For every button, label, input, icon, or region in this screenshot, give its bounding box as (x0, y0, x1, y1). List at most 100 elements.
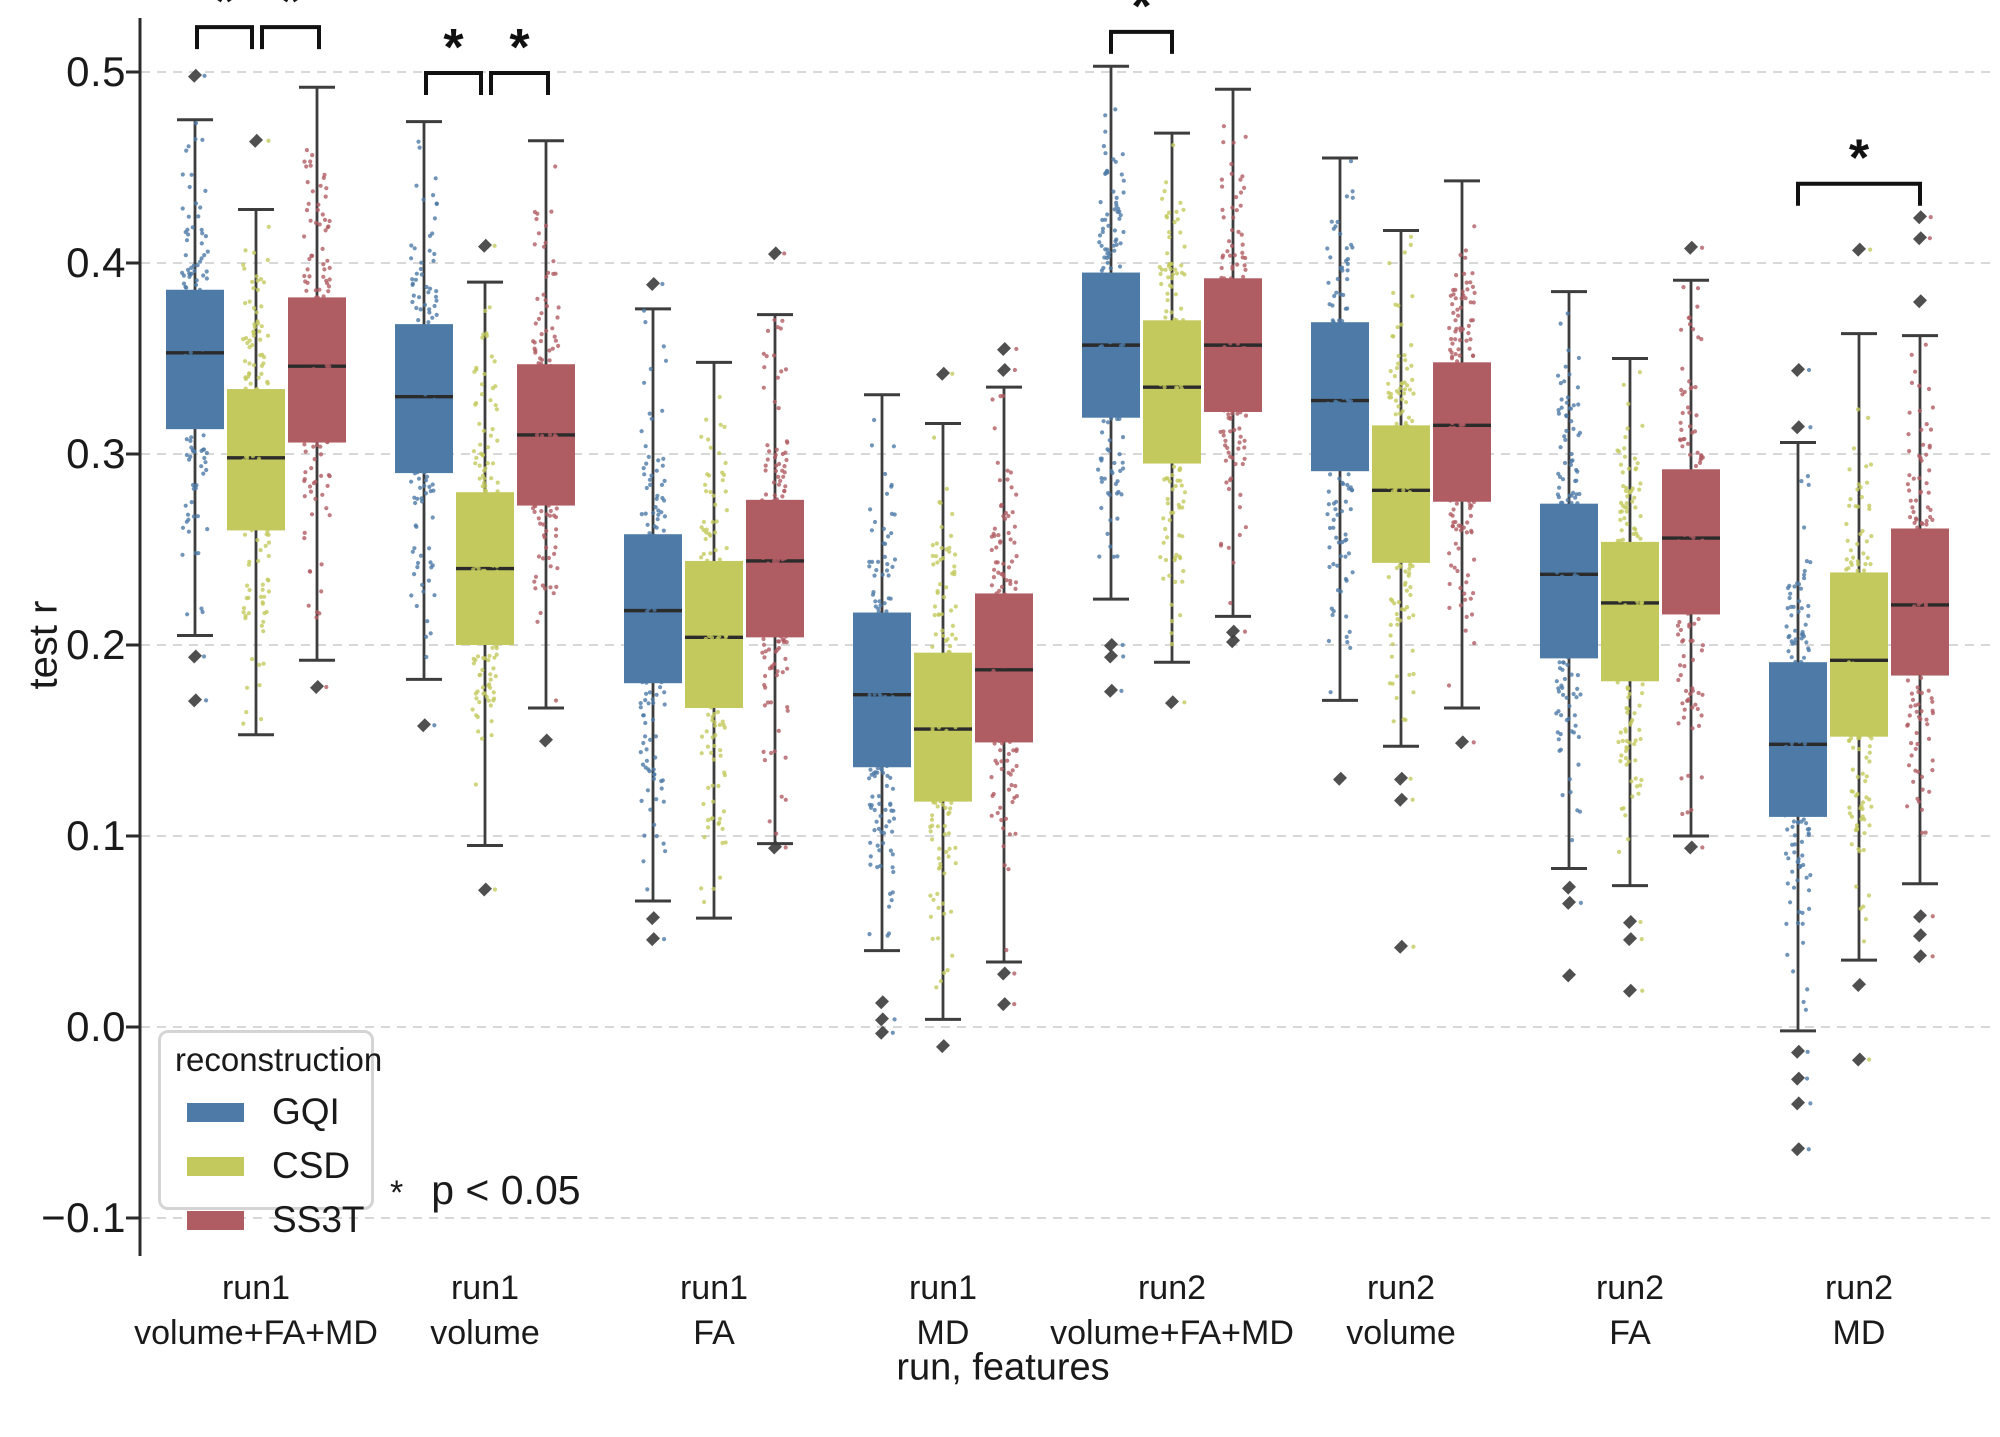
outlier-marker (187, 649, 203, 664)
outlier-marker (935, 1039, 951, 1054)
outlier-marker (1790, 1071, 1806, 1086)
box-csd-group2 (456, 280, 514, 848)
outlier-marker (1225, 624, 1241, 639)
box-csd-group5 (1143, 131, 1201, 664)
outlier-marker (1851, 242, 1867, 257)
outlier-marker (1622, 914, 1638, 930)
outlier-marker (248, 133, 264, 148)
group-features-label: FA (693, 1314, 735, 1352)
x-tick-label-group8: run2 MD (1825, 1266, 1893, 1356)
legend: reconstruction GQI CSD SS3T (158, 1030, 383, 1240)
y-tick-label: 0.0 (66, 1003, 126, 1050)
outlier-marker (477, 882, 493, 897)
outlier-marker (1790, 1044, 1806, 1059)
significance-asterisk: * (443, 19, 464, 77)
significance-bracket (1796, 181, 1922, 206)
group-run-label: run1 (450, 1269, 520, 1307)
group-run-label: run2 (1824, 1269, 1894, 1307)
significance-bracket (1109, 29, 1174, 54)
y-tick-label: 0.5 (66, 48, 126, 95)
significance-bracket (489, 70, 550, 95)
group-run-label: run2 (1137, 1269, 1207, 1307)
outlier-marker (996, 997, 1012, 1012)
box-csd-group8 (1830, 332, 1888, 962)
outlier-marker (935, 366, 951, 381)
outlier-marker (1912, 210, 1928, 225)
outlier-marker (767, 840, 783, 855)
box-csd-group7 (1601, 357, 1659, 888)
outlier-marker (416, 718, 432, 733)
outlier-marker (1912, 231, 1928, 246)
outlier-marker (1103, 649, 1119, 664)
outlier-marker (1912, 909, 1928, 924)
y-tick-label: 0.3 (66, 430, 126, 477)
outlier-marker (1790, 1096, 1806, 1111)
significance-bracket (195, 25, 254, 50)
group-features-label: volume+FA+MD (1050, 1314, 1294, 1352)
legend-entry-csd: CSD (187, 1145, 371, 1187)
x-tick-label-group6: run2 volume (1346, 1266, 1456, 1356)
outlier-marker (1790, 420, 1806, 435)
outlier-marker (645, 276, 661, 292)
y-tick-label: −0.1 (41, 1194, 126, 1241)
x-tick-label-group1: run1 volume+FA+MD (134, 1266, 378, 1356)
box-gqi-group5 (1082, 64, 1140, 601)
y-axis-title: test r (21, 600, 66, 690)
outlier-marker (1851, 1052, 1867, 1067)
gridlines (141, 71, 1992, 1219)
outlier-marker (767, 246, 783, 261)
group-run-label: run2 (1366, 1269, 1436, 1307)
group-run-label: run2 (1595, 1269, 1665, 1307)
outlier-marker (996, 341, 1012, 357)
outlier-marker (1454, 735, 1470, 750)
outlier-marker (1683, 840, 1699, 855)
outlier-marker (1912, 928, 1928, 943)
significance-asterisk: * (509, 19, 530, 77)
outlier-marker (1622, 932, 1638, 947)
outlier-marker (187, 68, 203, 83)
p-value-label: p < 0.05 (431, 1167, 581, 1214)
x-tick-label-group2: run1 volume (430, 1266, 540, 1356)
box-gqi-group4 (853, 393, 911, 953)
legend-label-ss3t: SS3T (272, 1199, 365, 1240)
outlier-marker (1164, 695, 1180, 710)
outlier-marker (1790, 362, 1806, 378)
group-run-label: run1 (908, 1269, 978, 1307)
significance-asterisk: * (1131, 0, 1152, 36)
outlier-marker (874, 1025, 890, 1040)
x-tick-label-group3: run1 FA (680, 1266, 748, 1356)
legend-entry-ss3t: SS3T (187, 1199, 371, 1241)
outlier-marker (1622, 983, 1638, 998)
outlier-marker (1912, 949, 1928, 964)
box-csd-group6 (1372, 229, 1430, 748)
outlier-marker (1912, 294, 1928, 309)
outlier-marker (996, 362, 1012, 378)
group-features-label: volume (430, 1314, 540, 1352)
outlier-markers (187, 68, 1935, 1157)
significance-note: * p < 0.05 (390, 1167, 581, 1214)
outlier-marker (477, 238, 493, 253)
outlier-marker (1103, 637, 1119, 653)
legend-label-gqi: GQI (272, 1091, 340, 1132)
box-csd-group4 (914, 421, 972, 1021)
ss3t-color-swatch (187, 1210, 244, 1230)
outlier-marker (538, 733, 554, 748)
outlier-marker (1393, 939, 1409, 954)
significance-bracket (424, 70, 483, 95)
outlier-marker (1332, 771, 1348, 786)
significance-asterisk: * (214, 0, 235, 31)
strip-points-layer (180, 107, 1935, 1012)
outlier-marker (309, 679, 325, 695)
outlier-marker (187, 693, 203, 708)
box-ss3t-group6 (1433, 179, 1491, 710)
outlier-marker (874, 1012, 890, 1027)
csd-color-swatch (187, 1156, 244, 1176)
legend-title: reconstruction (175, 1041, 383, 1078)
group-features-label: MD (1832, 1314, 1886, 1352)
gqi-color-swatch (187, 1102, 244, 1122)
outlier-marker (1393, 771, 1409, 786)
group-features-label: MD (916, 1314, 970, 1352)
outlier-marker (1561, 968, 1577, 983)
